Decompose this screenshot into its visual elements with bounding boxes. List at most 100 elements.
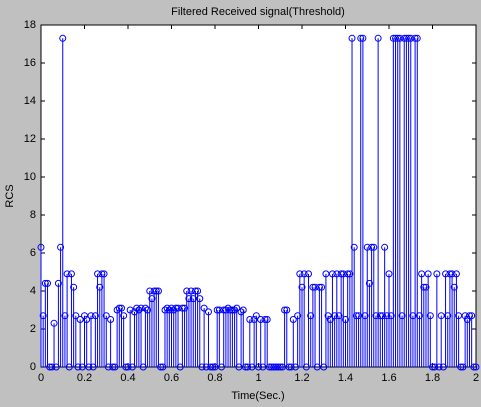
stem-marker — [265, 363, 273, 371]
stem-marker — [41, 279, 49, 287]
stem-marker — [365, 279, 373, 287]
stem-marker — [146, 287, 154, 295]
stem-marker — [37, 243, 45, 251]
stem-marker — [235, 363, 243, 371]
stem-marker — [59, 34, 67, 42]
stem-marker — [213, 306, 221, 314]
stem-marker — [326, 316, 334, 323]
stem-marker — [81, 312, 88, 320]
x-tick-label: 1 — [255, 372, 261, 384]
stem-marker — [298, 283, 306, 291]
stem-marker — [283, 306, 291, 314]
stem-marker — [468, 312, 476, 320]
stem-marker — [120, 312, 128, 320]
stem-marker — [331, 312, 339, 320]
stem-marker — [337, 270, 345, 278]
stem-marker — [231, 306, 239, 314]
stem-marker — [131, 308, 139, 316]
stem-marker — [437, 312, 445, 320]
stem-marker — [307, 312, 315, 320]
stem-marker — [398, 312, 406, 320]
stem-marker — [115, 304, 123, 312]
stem-marker — [361, 312, 369, 320]
stem-marker — [261, 316, 269, 323]
y-tick-label: 12 — [24, 133, 36, 145]
stem-marker — [198, 363, 206, 371]
stem-marker — [389, 34, 397, 42]
stem-marker — [194, 287, 202, 295]
stem-marker — [392, 34, 400, 42]
stem-marker — [74, 363, 82, 371]
stem-marker — [165, 306, 173, 314]
y-tick-label: 6 — [30, 247, 36, 259]
stem-marker — [274, 363, 282, 371]
x-tick-label: 0.4 — [120, 372, 135, 384]
stem-marker — [226, 306, 234, 314]
stem-marker — [322, 270, 330, 278]
stem-marker — [305, 270, 313, 278]
stem-marker — [185, 295, 193, 303]
stem-marker — [154, 287, 162, 295]
y-tick-label: 2 — [30, 323, 36, 335]
stem-marker — [222, 306, 230, 314]
stem-marker — [172, 304, 180, 312]
stem-marker — [54, 279, 62, 287]
y-tick-label: 0 — [30, 361, 36, 373]
stem-marker — [452, 270, 460, 278]
stem-marker — [257, 316, 265, 323]
chart-title: Filtered Received signal(Threshold) — [171, 6, 345, 18]
stem-marker — [159, 363, 167, 371]
stem-marker — [376, 312, 384, 320]
stem-marker — [218, 363, 226, 371]
x-tick-label: 1.8 — [425, 372, 440, 384]
stem-marker — [70, 283, 78, 291]
stem-marker — [300, 270, 308, 278]
stem-marker — [459, 363, 467, 371]
stem-marker — [378, 312, 386, 320]
y-tick-label: 18 — [24, 19, 36, 31]
stem-marker — [368, 243, 376, 251]
y-tick-label: 8 — [30, 209, 36, 221]
stem-marker — [117, 304, 125, 312]
y-tick-label: 4 — [30, 285, 36, 297]
stem-marker — [209, 363, 217, 371]
stem-marker — [157, 363, 165, 371]
stem-marker — [294, 312, 302, 320]
stem-marker — [87, 312, 95, 320]
stem-marker — [285, 363, 293, 371]
stem-marker — [137, 304, 145, 312]
stem-marker — [415, 312, 423, 320]
stem-marker — [96, 283, 104, 291]
stem-marker — [126, 306, 134, 314]
stem-marker — [91, 312, 99, 320]
stem-marker — [439, 363, 447, 371]
stem-marker — [470, 363, 478, 371]
stem-marker — [315, 283, 323, 291]
stem-marker — [67, 270, 75, 278]
stem-marker — [344, 270, 352, 278]
stem-marker — [163, 304, 171, 312]
stem-marker — [107, 316, 115, 323]
stem-marker — [46, 363, 54, 371]
stem-marker — [76, 316, 84, 323]
stem-marker — [413, 34, 421, 42]
stem-marker — [65, 363, 73, 371]
stem-marker — [244, 363, 252, 371]
stem-marker — [135, 306, 143, 314]
stem-marker — [72, 312, 80, 320]
stem-marker — [318, 283, 326, 291]
stem-marker — [407, 34, 415, 42]
stem-marker — [228, 306, 236, 314]
stem-marker — [57, 243, 65, 251]
stem-marker — [278, 363, 286, 371]
stem-marker — [196, 295, 204, 303]
stem-marker — [433, 270, 441, 278]
stem-marker — [328, 270, 336, 278]
stem-marker — [431, 363, 439, 371]
stem-marker — [183, 287, 191, 295]
stem-marker — [457, 363, 465, 371]
stem-marker — [233, 304, 241, 312]
x-tick-label: 1.6 — [381, 372, 396, 384]
stem-marker — [161, 306, 169, 314]
stem-marker — [259, 363, 267, 371]
